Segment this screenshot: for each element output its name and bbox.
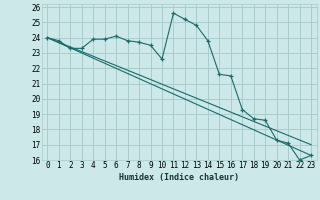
X-axis label: Humidex (Indice chaleur): Humidex (Indice chaleur) — [119, 173, 239, 182]
